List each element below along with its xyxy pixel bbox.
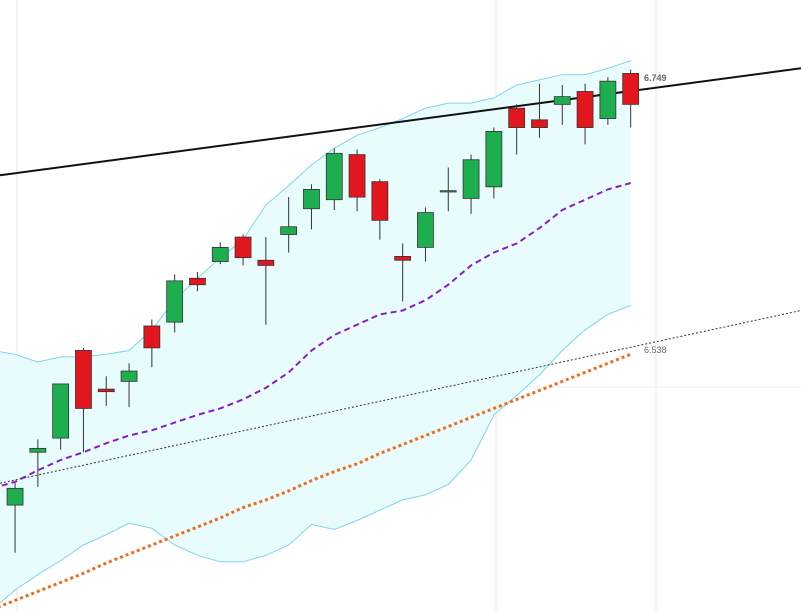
price-label: 6.538 — [644, 345, 667, 355]
candle-body — [576, 91, 594, 128]
candle-body — [325, 152, 343, 201]
plot-area — [0, 60, 801, 608]
band-lower — [0, 304, 631, 604]
moving-average — [0, 352, 632, 608]
candle-body — [75, 350, 92, 409]
candle-body — [371, 181, 389, 221]
candle-body — [166, 280, 184, 323]
candle-body — [622, 73, 640, 105]
candle-body — [52, 383, 70, 439]
candle-body — [531, 119, 548, 128]
band-fill — [0, 60, 631, 603]
candle-body — [394, 255, 412, 261]
candle-body — [417, 212, 434, 248]
price-label: 6.749 — [644, 73, 667, 83]
trendline — [0, 67, 801, 177]
candle-body — [485, 131, 503, 188]
candle-body — [303, 188, 320, 210]
candle-body — [6, 487, 24, 506]
trendline — [0, 310, 801, 484]
band-upper — [0, 60, 631, 363]
moving-average — [0, 182, 631, 488]
candle-body — [189, 277, 206, 286]
candle-body — [257, 259, 275, 266]
candle-body — [599, 80, 617, 119]
candle-body — [120, 370, 138, 382]
candle-body — [462, 159, 480, 199]
candle-body — [29, 447, 47, 453]
candle-body — [280, 226, 298, 235]
candle-body — [211, 246, 229, 262]
candle-body — [234, 236, 252, 259]
candle-body — [553, 96, 571, 105]
candle-body — [439, 190, 457, 193]
candle-body — [143, 325, 161, 349]
candle-body — [97, 388, 115, 393]
candle-body — [508, 107, 526, 128]
candle-body — [348, 154, 366, 198]
